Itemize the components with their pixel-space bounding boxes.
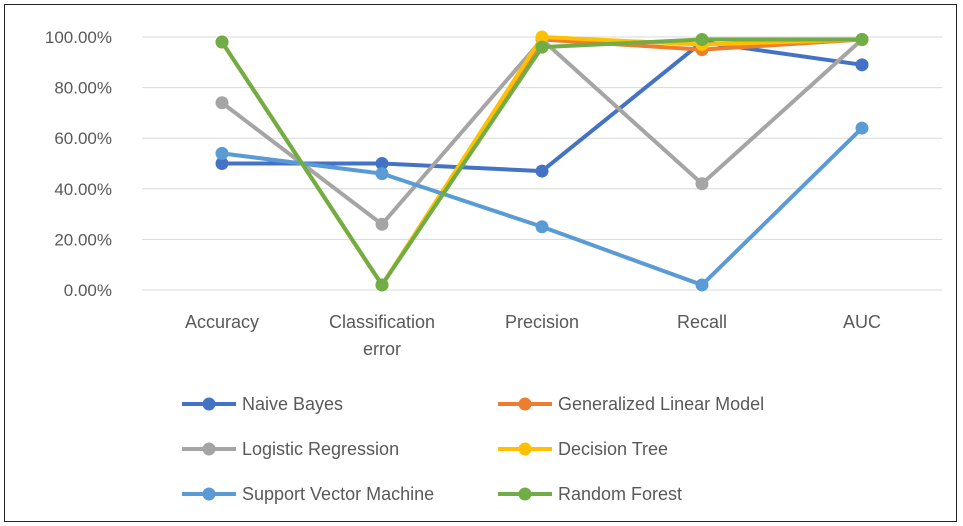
series-support-vector-machine xyxy=(215,121,869,292)
legend-entry: Support Vector Machine xyxy=(182,484,434,504)
data-point xyxy=(375,278,389,292)
series-naive-bayes xyxy=(215,35,869,178)
y-axis-tick-labels: 0.00% 20.00% 40.00% 60.00% 80.00% 100.00% xyxy=(45,28,112,300)
legend-entry: Generalized Linear Model xyxy=(498,394,764,414)
series-decision-tree xyxy=(215,30,869,292)
legend-label: Decision Tree xyxy=(558,439,668,459)
chart-frame xyxy=(4,4,957,522)
legend-label: Naive Bayes xyxy=(242,394,343,414)
x-tick-label: Precision xyxy=(505,312,579,332)
data-point xyxy=(215,157,229,170)
legend-label: Support Vector Machine xyxy=(242,484,434,504)
data-point xyxy=(215,96,229,110)
x-axis-tick-labels: Accuracy Classification error Precision Reca… xyxy=(185,312,881,359)
legend-entry: Random Forest xyxy=(498,484,682,504)
data-point xyxy=(535,164,549,178)
legend-entry: Naive Bayes xyxy=(182,394,343,414)
legend-swatch-marker xyxy=(202,487,216,501)
legend: Naive Bayes Generalized Linear Model Logis… xyxy=(182,394,764,504)
x-tick-label: Accuracy xyxy=(185,312,259,332)
data-point xyxy=(695,278,709,292)
x-tick-label: Recall xyxy=(677,312,727,332)
y-tick-label: 20.00% xyxy=(54,230,112,249)
x-tick-label: AUC xyxy=(843,312,881,332)
legend-entry: Logistic Regression xyxy=(182,439,399,459)
y-tick-label: 40.00% xyxy=(54,180,112,199)
series-line xyxy=(222,40,863,174)
data-point xyxy=(855,121,869,135)
data-point xyxy=(695,33,709,47)
data-point xyxy=(535,40,549,54)
legend-swatch-marker xyxy=(202,397,216,411)
data-point xyxy=(375,217,389,231)
series-random-forest xyxy=(215,33,869,292)
data-point xyxy=(695,177,709,191)
data-point xyxy=(215,35,229,49)
series-line xyxy=(221,126,864,287)
data-point xyxy=(375,157,389,170)
data-point xyxy=(215,146,229,160)
data-point xyxy=(375,167,389,181)
legend-swatch-marker xyxy=(202,442,216,456)
legend-label: Generalized Linear Model xyxy=(558,394,764,414)
legend-entry: Decision Tree xyxy=(498,439,668,459)
data-point xyxy=(855,33,869,47)
y-tick-label: 60.00% xyxy=(54,129,112,148)
series-line xyxy=(220,35,863,287)
series-lines xyxy=(215,30,869,292)
legend-swatch-marker xyxy=(518,397,532,411)
legend-swatch-marker xyxy=(518,442,532,456)
y-tick-label: 80.00% xyxy=(54,79,112,98)
series-logistic-regression xyxy=(215,33,869,231)
data-point xyxy=(535,30,549,44)
series-line xyxy=(220,37,864,227)
y-tick-label: 0.00% xyxy=(64,281,112,300)
data-point xyxy=(855,58,869,72)
legend-swatch-marker xyxy=(518,487,532,501)
legend-label: Logistic Regression xyxy=(242,439,399,459)
y-tick-label: 100.00% xyxy=(45,28,112,47)
x-tick-label: Classification error xyxy=(329,312,435,359)
data-point xyxy=(535,220,549,234)
legend-label: Random Forest xyxy=(558,484,682,504)
